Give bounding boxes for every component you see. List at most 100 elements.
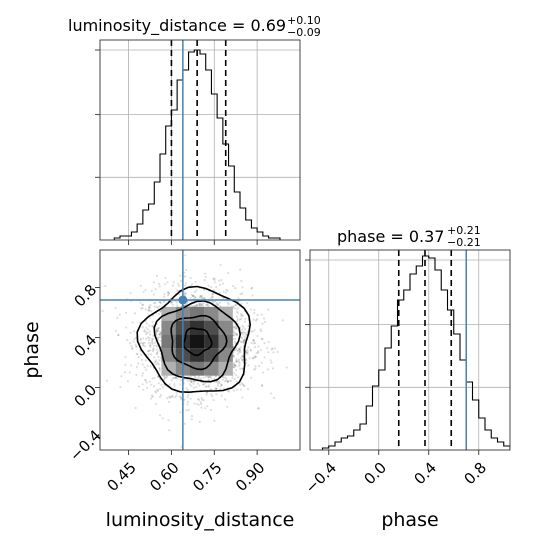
joint-sample-point	[198, 420, 201, 423]
joint-sample-point	[241, 359, 244, 362]
joint-sample-point	[120, 375, 123, 378]
joint-sample-point	[204, 385, 207, 388]
joint-sample-point	[141, 307, 144, 310]
joint-sample-point	[137, 362, 140, 365]
joint-sample-point	[154, 341, 157, 344]
joint-sample-point	[157, 326, 160, 330]
joint-sample-point	[184, 254, 187, 257]
joint-sample-point	[114, 306, 117, 309]
joint-sample-point	[234, 304, 237, 307]
joint-sample-point	[254, 356, 257, 359]
joint-sample-point	[159, 330, 162, 333]
joint-sample-point	[269, 359, 272, 362]
hist-phase-xtick-label-2: 0.4	[410, 459, 440, 489]
joint-sample-point	[158, 333, 161, 336]
joint-sample-point	[175, 289, 178, 292]
joint-sample-point	[140, 354, 143, 357]
joint-sample-point	[186, 379, 189, 382]
joint-sample-point	[260, 361, 263, 364]
joint-sample-point	[216, 384, 219, 387]
joint-sample-point	[157, 282, 161, 286]
joint-sample-point	[257, 407, 260, 410]
joint-sample-point	[239, 349, 242, 352]
joint-sample-point	[213, 377, 216, 381]
joint-sample-point	[154, 301, 157, 304]
joint-sample-point	[219, 388, 222, 391]
joint-sample-point	[241, 337, 244, 340]
joint-sample-point	[132, 340, 135, 343]
joint-sample-point	[130, 364, 133, 367]
joint-sample-point	[251, 294, 254, 297]
joint-ylabel: phase	[21, 321, 43, 378]
joint-sample-point	[212, 301, 215, 304]
joint-sample-point	[119, 386, 122, 389]
joint-sample-point	[179, 378, 183, 382]
joint-sample-point	[175, 392, 178, 395]
joint-sample-point	[164, 376, 167, 379]
joint-sample-point	[177, 282, 180, 285]
joint-sample-point	[173, 376, 176, 380]
joint-sample-point	[198, 303, 201, 306]
joint-sample-point	[166, 291, 169, 294]
joint-sample-point	[214, 281, 217, 284]
joint-sample-point	[236, 311, 240, 314]
joint-sample-point	[272, 351, 275, 354]
joint-sample-point	[246, 388, 250, 391]
joint-sample-point	[183, 292, 187, 295]
joint-sample-point	[235, 358, 238, 361]
joint-sample-point	[141, 337, 144, 340]
joint-sample-point	[252, 342, 255, 345]
joint-sample-point	[154, 390, 157, 393]
joint-sample-point	[150, 310, 153, 313]
joint-sample-point	[241, 367, 244, 371]
joint-sample-point	[225, 377, 228, 380]
joint-sample-point	[139, 301, 142, 304]
joint-sample-point	[147, 350, 150, 353]
joint-sample-point	[202, 301, 205, 304]
joint-sample-point	[169, 395, 173, 398]
joint-sample-point	[270, 361, 273, 364]
joint-sample-point	[142, 247, 144, 249]
joint-sample-point	[235, 374, 238, 377]
joint-sample-point	[243, 328, 247, 331]
joint-sample-point	[144, 308, 147, 311]
joint-sample-point	[189, 296, 192, 299]
joint-sample-point	[141, 374, 144, 377]
joint-sample-point	[178, 274, 182, 277]
hist-phase-xtick-label-3: 0.8	[460, 459, 490, 489]
joint-sample-point	[155, 333, 158, 337]
joint-sample-point	[124, 356, 127, 359]
joint-sample-point	[267, 341, 270, 344]
joint-sample-point	[152, 348, 155, 351]
joint-ytick-label-3: 0.8	[71, 281, 101, 311]
joint-sample-point	[249, 330, 253, 333]
joint-sample-point	[131, 347, 134, 351]
joint-sample-point	[166, 281, 169, 284]
joint-sample-point	[242, 340, 245, 343]
joint-sample-point	[176, 304, 179, 307]
joint-sample-point	[244, 331, 247, 334]
joint-sample-point	[252, 357, 255, 360]
joint-sample-point	[238, 318, 241, 321]
joint-sample-point	[254, 341, 257, 345]
joint-sample-point	[116, 316, 119, 319]
joint-sample-point	[184, 292, 187, 295]
joint-sample-point	[244, 320, 247, 323]
joint-sample-point	[184, 284, 187, 287]
joint-sample-point	[172, 376, 175, 380]
joint-sample-point	[168, 395, 171, 398]
joint-sample-point	[254, 355, 258, 358]
joint-sample-point	[106, 379, 109, 382]
joint-sample-point	[209, 377, 213, 380]
joint-sample-point	[201, 297, 204, 300]
joint-sample-point	[236, 307, 239, 310]
joint-sample-point	[174, 396, 177, 399]
joint-sample-point	[234, 303, 237, 307]
joint-sample-point	[215, 387, 218, 391]
joint-sample-point	[192, 382, 195, 385]
joint-sample-point	[155, 402, 158, 405]
joint-sample-point	[252, 339, 255, 342]
joint-sample-point	[186, 389, 189, 392]
joint-sample-point	[171, 394, 174, 397]
